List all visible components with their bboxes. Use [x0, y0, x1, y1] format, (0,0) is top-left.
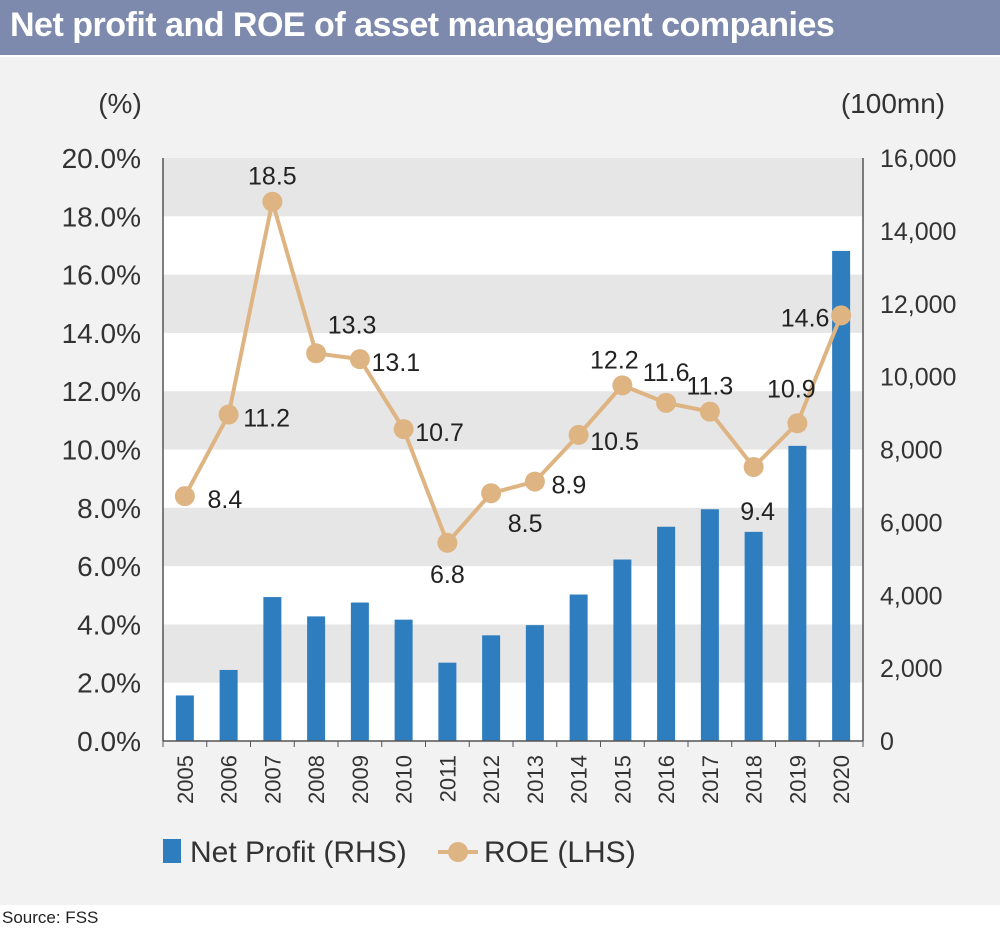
roe-data-label-2020: 14.6 [781, 304, 830, 332]
left-tick-label: 6.0% [77, 551, 141, 582]
x-tick-label-2014: 2014 [567, 755, 592, 804]
left-tick-label: 14.0% [62, 318, 141, 349]
x-tick-label-2010: 2010 [392, 755, 417, 804]
roe-data-label-2010: 10.7 [415, 419, 464, 447]
x-tick-label-2019: 2019 [785, 755, 810, 804]
legend-label-roe: ROE (LHS) [484, 836, 636, 869]
right-tick-label: 8,000 [880, 437, 943, 465]
roe-marker-2018 [743, 456, 764, 477]
roe-data-label-2018: 9.4 [740, 498, 775, 526]
roe-marker-2006 [218, 404, 239, 425]
source-note: Source: FSS [2, 908, 99, 927]
x-tick-label-2006: 2006 [217, 755, 242, 804]
left-axis-unit: (%) [98, 88, 142, 119]
bar-net-profit-2008 [307, 616, 326, 741]
roe-marker-2007 [262, 191, 283, 212]
x-tick-label-2012: 2012 [479, 755, 504, 804]
bar-net-profit-2020 [832, 250, 851, 741]
left-tick-label: 16.0% [62, 260, 141, 291]
x-tick-label-2017: 2017 [698, 755, 723, 804]
roe-marker-2020 [831, 305, 852, 326]
legend-swatch-net-profit [163, 839, 181, 863]
roe-data-label-2009: 13.1 [372, 349, 421, 377]
left-tick-label: 10.0% [62, 435, 141, 466]
combo-chart: 0.0% 2.0% 4.0% 6.0% 8.0% 10.0% 12.0% 14.0% 16.0%… [62, 88, 957, 869]
roe-marker-2016 [656, 392, 677, 413]
x-tick-label-2008: 2008 [304, 755, 329, 804]
left-tick-label: 0.0% [77, 726, 141, 757]
right-tick-label: 12,000 [880, 291, 956, 319]
left-tick-label: 12.0% [62, 376, 141, 407]
bar-net-profit-2009 [350, 602, 369, 741]
grid-band [163, 391, 863, 450]
x-tick-label-2018: 2018 [742, 755, 767, 804]
bar-net-profit-2017 [700, 509, 719, 741]
x-tick-label-2005: 2005 [173, 755, 198, 804]
bar-net-profit-2019 [788, 445, 807, 741]
roe-marker-2017 [699, 401, 720, 422]
left-tick-label: 18.0% [62, 201, 141, 232]
x-tick-label-2013: 2013 [523, 755, 548, 804]
x-tick-label-2015: 2015 [610, 755, 635, 804]
roe-marker-2011 [437, 532, 458, 553]
right-tick-label: 14,000 [880, 218, 956, 246]
bar-net-profit-2010 [394, 619, 413, 741]
bar-net-profit-2018 [744, 531, 763, 741]
roe-data-label-2006: 11.2 [243, 405, 290, 433]
bar-net-profit-2015 [613, 559, 632, 741]
legend-label-net-profit: Net Profit (RHS) [190, 836, 407, 869]
bar-net-profit-2013 [525, 625, 544, 741]
bar-net-profit-2006 [219, 669, 238, 741]
roe-data-label-2012: 8.5 [508, 510, 543, 538]
roe-data-label-2008: 13.3 [328, 311, 377, 339]
roe-marker-2019 [787, 413, 808, 434]
bar-net-profit-2011 [438, 662, 457, 741]
roe-marker-2012 [481, 483, 502, 504]
roe-data-label-2013: 8.9 [551, 472, 586, 500]
x-tick-label-2020: 2020 [829, 755, 854, 804]
grid-band [163, 274, 863, 333]
right-tick-label: 2,000 [880, 655, 943, 683]
header-bar: Net profit and ROE of asset management c… [0, 0, 1000, 55]
roe-data-label-2014: 10.5 [590, 428, 639, 456]
roe-line [183, 199, 843, 545]
roe-data-label-2015: 12.2 [590, 346, 639, 374]
x-tick-label-2016: 2016 [654, 755, 679, 804]
roe-marker-2008 [306, 343, 327, 364]
x-tick-label-2009: 2009 [348, 755, 373, 804]
roe-data-label-2017: 11.3 [686, 373, 733, 401]
roe-data-label-2005: 8.4 [207, 486, 242, 514]
roe-data-label-2019: 10.9 [767, 375, 816, 403]
bar-net-profit-2014 [569, 594, 588, 741]
left-tick-label: 20.0% [62, 143, 141, 174]
right-tick-label: 6,000 [880, 509, 943, 537]
roe-marker-2005 [174, 486, 195, 507]
roe-marker-2014 [568, 424, 589, 445]
left-tick-label: 4.0% [77, 609, 141, 640]
bar-net-profit-2016 [657, 526, 676, 741]
roe-data-label-2016: 11.6 [643, 359, 690, 387]
chart-panel: 0.0% 2.0% 4.0% 6.0% 8.0% 10.0% 12.0% 14.0% 16.0%… [0, 57, 1000, 905]
roe-marker-2009 [349, 349, 370, 370]
roe-marker-2013 [524, 471, 545, 492]
roe-marker-2015 [612, 375, 633, 396]
right-tick-label: 10,000 [880, 364, 956, 392]
roe-data-label-2011: 6.8 [430, 561, 465, 589]
right-tick-label: 0 [880, 728, 894, 756]
legend-swatch-roe-marker [448, 842, 468, 862]
x-tick-label-2011: 2011 [435, 755, 460, 802]
right-tick-label: 4,000 [880, 582, 943, 610]
roe-data-label-2007: 18.5 [248, 163, 297, 191]
right-axis-unit: (100mn) [841, 88, 945, 119]
right-tick-label: 16,000 [880, 145, 956, 173]
bar-net-profit-2012 [482, 635, 501, 741]
left-tick-label: 8.0% [77, 493, 141, 524]
roe-marker-2010 [393, 419, 414, 440]
left-tick-label: 2.0% [77, 668, 141, 699]
bar-net-profit-2005 [175, 695, 194, 741]
chart-title: Net profit and ROE of asset management c… [10, 6, 835, 44]
bar-net-profit-2007 [263, 597, 282, 741]
x-tick-label-2007: 2007 [260, 755, 285, 804]
